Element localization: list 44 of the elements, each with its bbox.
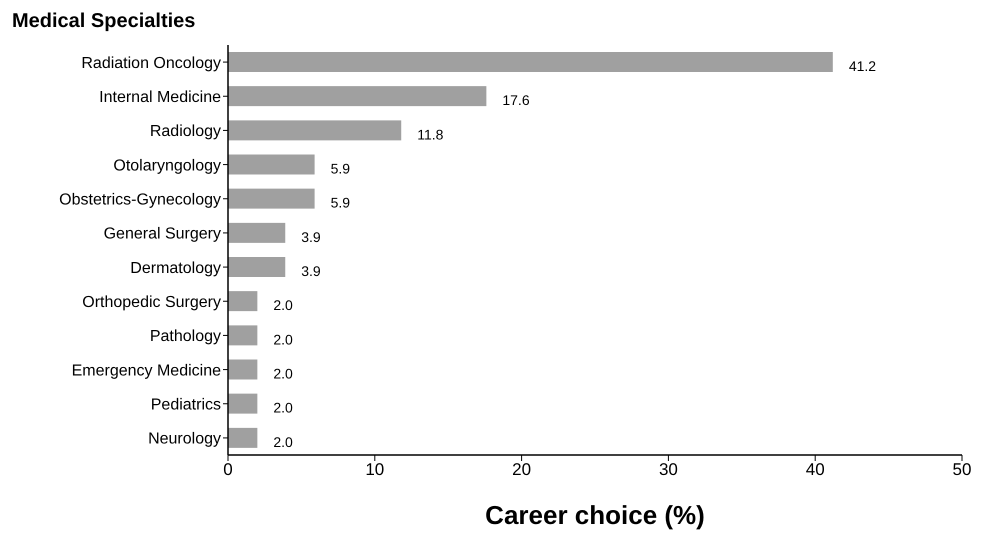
data-label: 5.9 xyxy=(330,194,350,211)
bar xyxy=(228,52,833,72)
x-axis-title: Career choice (%) xyxy=(485,500,705,530)
data-label: 11.8 xyxy=(417,126,444,142)
y-axis-title: Medical Specialties xyxy=(12,10,196,33)
bar xyxy=(228,188,315,209)
data-label: 5.9 xyxy=(330,160,350,176)
bar xyxy=(228,222,286,243)
y-tick-label: Radiology xyxy=(150,123,221,140)
x-tick-label: 10 xyxy=(365,460,384,480)
x-tick-label: 0 xyxy=(223,460,233,480)
bar xyxy=(228,394,258,414)
y-tick-label: Pediatrics xyxy=(150,396,221,414)
bar xyxy=(228,291,258,312)
y-tick-label: Orthopedic Surgery xyxy=(82,294,221,311)
x-tick-label: 20 xyxy=(512,460,532,480)
data-label: 2.0 xyxy=(273,331,294,348)
y-tick-label: Obstetrics-Gynecology xyxy=(59,191,221,208)
y-tick-label: Emergency Medicine xyxy=(72,362,222,380)
x-tick-label: 50 xyxy=(952,460,972,480)
y-tick-label: Otolaryngology xyxy=(113,157,221,174)
y-tick-label: Radiation Oncology xyxy=(81,54,221,72)
bar xyxy=(228,86,486,106)
data-label: 41.2 xyxy=(848,58,876,74)
y-tick-label: General Surgery xyxy=(104,226,221,243)
data-label: 2.0 xyxy=(273,400,294,416)
y-tick-label: Dermatology xyxy=(130,260,221,277)
data-label: 17.6 xyxy=(502,92,530,108)
data-label: 2.0 xyxy=(273,297,294,314)
bar xyxy=(228,120,402,140)
y-tick-label: Neurology xyxy=(148,430,221,448)
data-label: 2.0 xyxy=(273,434,294,450)
bar xyxy=(228,428,258,448)
x-tick-label: 30 xyxy=(658,460,678,480)
data-label: 3.9 xyxy=(301,262,321,279)
data-label: 2.0 xyxy=(273,365,294,382)
x-tick-label: 40 xyxy=(806,460,825,480)
data-label: 3.9 xyxy=(301,228,321,245)
bar xyxy=(228,360,258,380)
y-tick-label: Internal Medicine xyxy=(99,88,222,106)
bar xyxy=(228,325,258,346)
bar xyxy=(228,154,315,174)
y-tick-label: Pathology xyxy=(150,328,221,346)
bar xyxy=(228,257,286,277)
